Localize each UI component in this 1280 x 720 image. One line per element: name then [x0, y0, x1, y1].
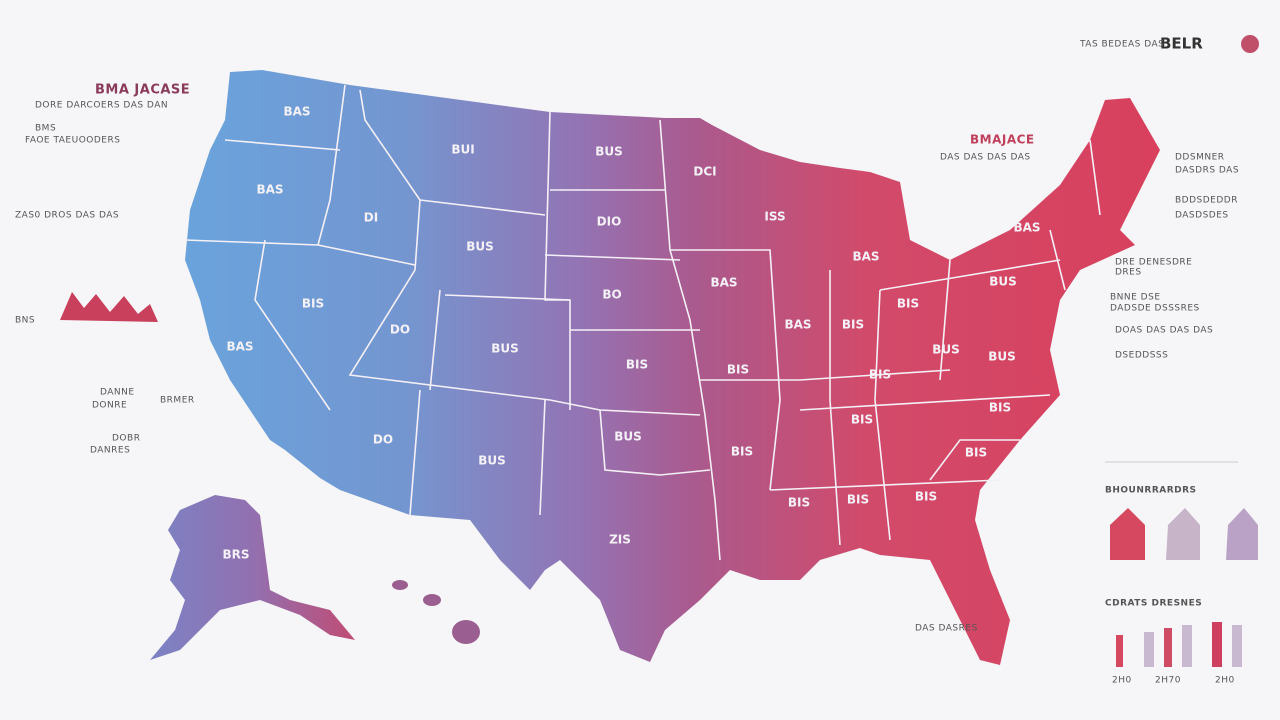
- state-label: BIS: [626, 358, 648, 372]
- title: BELR: [1160, 35, 1203, 53]
- state-label: BUS: [466, 240, 494, 254]
- left-note: DONRE: [92, 401, 127, 411]
- state-label: BIS: [727, 363, 749, 377]
- state-label: BIS: [302, 297, 324, 311]
- right-note: DAS DASRES: [915, 624, 978, 634]
- state-label: BAS: [852, 250, 879, 264]
- state-label: BIS: [842, 318, 864, 332]
- state-label: BUS: [491, 342, 519, 356]
- state-label: BUS: [988, 350, 1016, 364]
- state-label: DO: [390, 323, 410, 337]
- state-label: BIS: [788, 496, 810, 510]
- hawaii: [392, 580, 480, 644]
- left-note: FAOE TAEUOODERS: [25, 136, 120, 146]
- left-note: DORE DARCOERS DAS DAN: [35, 101, 168, 111]
- right-note: DASDSDES: [1175, 211, 1229, 221]
- legend-label: 2H0: [1215, 676, 1235, 686]
- right-note: DDSMNER: [1175, 153, 1225, 163]
- state-label: BAS: [256, 183, 283, 197]
- left-note: DANNE: [100, 388, 135, 398]
- mainland: [184, 70, 1160, 665]
- state-label: BUS: [614, 430, 642, 444]
- right-note: DASDRS DAS: [1175, 166, 1239, 176]
- state-label: DO: [373, 433, 393, 447]
- state-label: BUS: [932, 343, 960, 357]
- right-note: DRES: [1115, 268, 1142, 278]
- right-note: BMAJACE: [970, 133, 1035, 147]
- state-label: BAS: [784, 318, 811, 332]
- state-label: BIS: [847, 493, 869, 507]
- state-label: BUS: [478, 454, 506, 468]
- state-label: BAS: [283, 105, 310, 119]
- state-label: DCI: [693, 165, 716, 179]
- right-note: BDDSDEDDR: [1175, 196, 1238, 206]
- legend-chart-title: CDRATS DRESNES: [1105, 599, 1202, 609]
- legend-label: 2H70: [1155, 676, 1181, 686]
- state-label: DI: [364, 211, 378, 225]
- right-note: DOAS DAS DAS DAS: [1115, 326, 1213, 336]
- legend-title: BHOUNRRARDRS: [1105, 486, 1197, 496]
- right-note: DADSDE DSSSRES: [1110, 304, 1200, 314]
- left-note: BRMER: [160, 396, 195, 406]
- state-label: BIS: [897, 297, 919, 311]
- state-label: BAS: [1013, 221, 1040, 235]
- right-note: DSEDDSSS: [1115, 351, 1168, 361]
- state-label: BO: [602, 288, 621, 302]
- right-note: DAS DAS DAS DAS: [940, 153, 1031, 163]
- subtitle: TAS BEDEAS DAS: [1079, 40, 1164, 50]
- state-label: BUS: [595, 145, 623, 159]
- state-label: BUS: [989, 275, 1017, 289]
- left-note: ZAS0 DROS DAS DAS: [15, 211, 119, 221]
- state-label: BAS: [710, 276, 737, 290]
- state-label: DIO: [597, 215, 622, 229]
- alaska: [150, 495, 355, 660]
- legend-label: 2H0: [1112, 676, 1132, 686]
- state-label: BRS: [222, 548, 249, 562]
- state-label: BIS: [915, 490, 937, 504]
- left-note: DANRES: [90, 446, 130, 456]
- state-label: ZIS: [609, 533, 631, 547]
- state-label: BIS: [965, 446, 987, 460]
- left-note: BNS: [15, 316, 35, 326]
- left-note: BMA JACASE: [95, 83, 190, 98]
- state-label: BAS: [226, 340, 253, 354]
- state-label: BIS: [989, 401, 1011, 415]
- legend-icons: [1110, 35, 1259, 667]
- mini-chart: [60, 292, 158, 322]
- left-note: DOBR: [112, 434, 140, 444]
- state-label: BUI: [451, 143, 474, 157]
- state-label: BIS: [731, 445, 753, 459]
- right-note: BNNE DSE: [1110, 293, 1161, 303]
- left-note: BMS: [35, 124, 56, 134]
- state-label: ISS: [764, 210, 785, 224]
- state-label: BIS: [869, 368, 891, 382]
- right-note: DRE DENESDRE: [1115, 258, 1192, 268]
- state-label: BIS: [851, 413, 873, 427]
